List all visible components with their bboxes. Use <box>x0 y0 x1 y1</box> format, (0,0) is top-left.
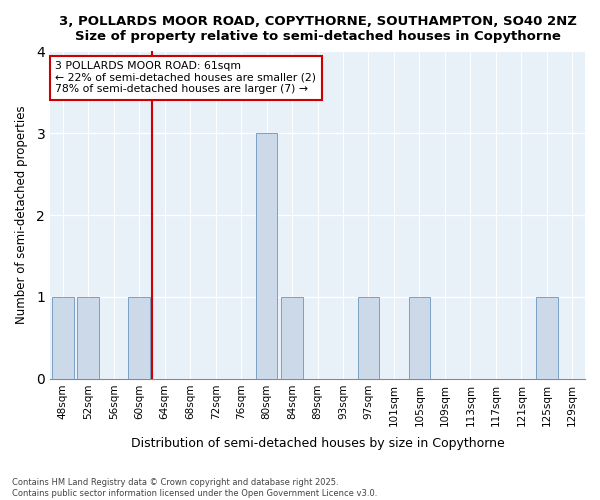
Bar <box>256 133 277 379</box>
X-axis label: Distribution of semi-detached houses by size in Copythorne: Distribution of semi-detached houses by … <box>131 437 505 450</box>
Bar <box>52 297 74 379</box>
Bar <box>77 297 99 379</box>
Title: 3, POLLARDS MOOR ROAD, COPYTHORNE, SOUTHAMPTON, SO40 2NZ
Size of property relati: 3, POLLARDS MOOR ROAD, COPYTHORNE, SOUTH… <box>59 15 577 43</box>
Text: 3 POLLARDS MOOR ROAD: 61sqm
← 22% of semi-detached houses are smaller (2)
78% of: 3 POLLARDS MOOR ROAD: 61sqm ← 22% of sem… <box>55 61 316 94</box>
Bar <box>536 297 557 379</box>
Text: Contains HM Land Registry data © Crown copyright and database right 2025.
Contai: Contains HM Land Registry data © Crown c… <box>12 478 377 498</box>
Y-axis label: Number of semi-detached properties: Number of semi-detached properties <box>15 106 28 324</box>
Bar <box>281 297 303 379</box>
Bar <box>409 297 430 379</box>
Bar <box>128 297 150 379</box>
Bar <box>358 297 379 379</box>
